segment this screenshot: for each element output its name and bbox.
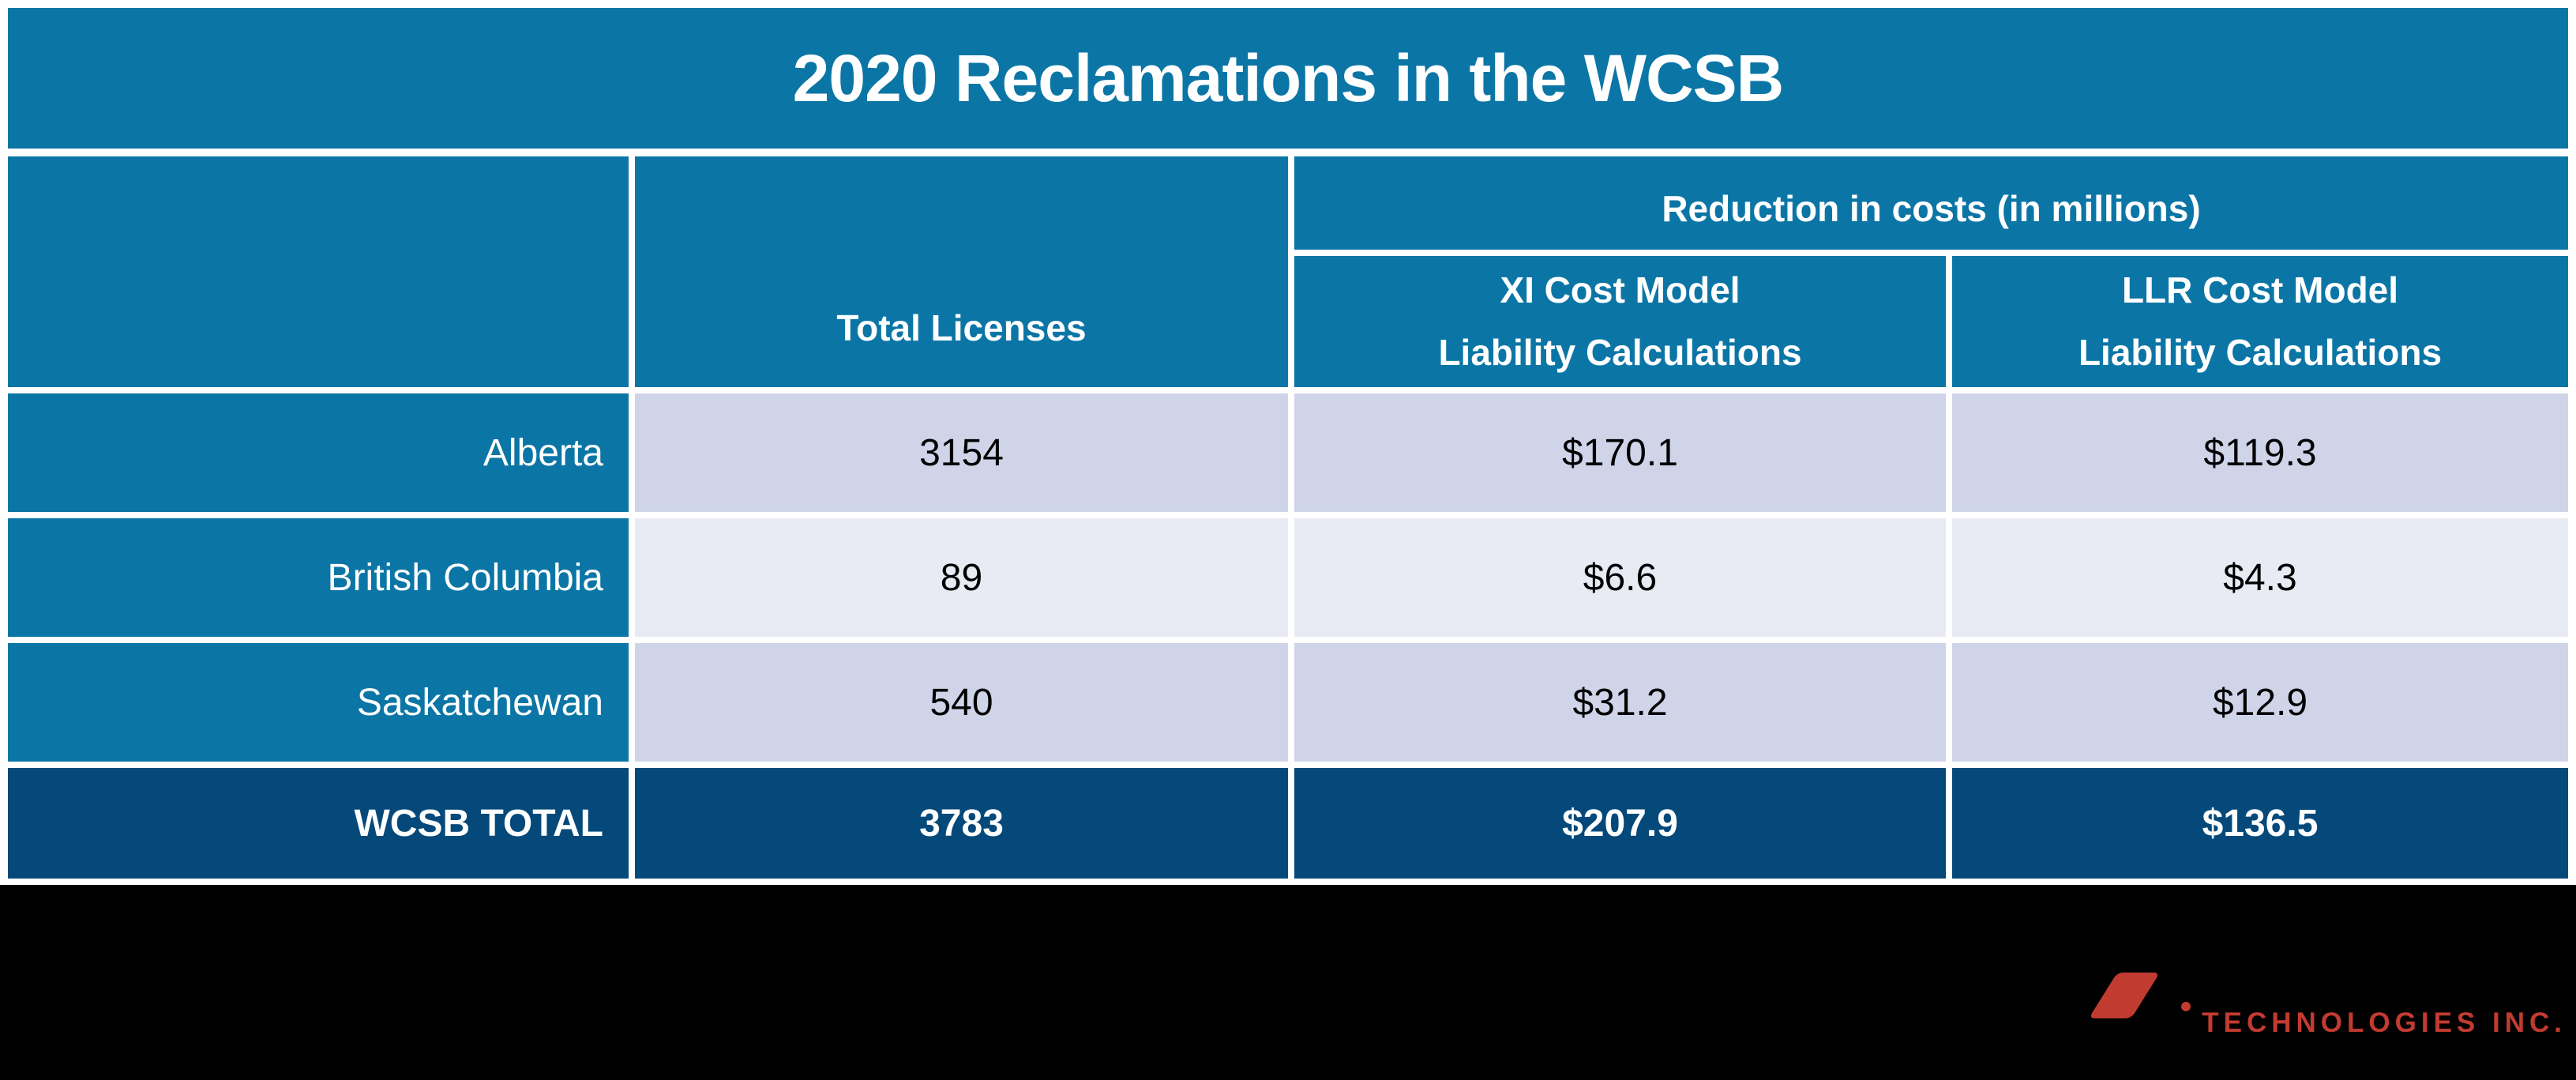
- cell-alberta-llr: $119.3: [1952, 393, 2568, 512]
- column-header-llr-cost-model: LLR Cost Model Liability Calculations: [1952, 256, 2568, 387]
- cell-alberta-total-licenses: 3154: [635, 393, 1288, 512]
- cell-british-columbia-xi: $6.6: [1294, 518, 1946, 637]
- row-label-saskatchewan: Saskatchewan: [8, 643, 629, 762]
- logo-parallelogram-icon: [2088, 973, 2161, 1018]
- cell-saskatchewan-total-licenses: 540: [635, 643, 1288, 762]
- page-title: 2020 Reclamations in the WCSB: [792, 40, 1785, 115]
- column-group-header-reduction: Reduction in costs (in millions): [1294, 156, 2568, 250]
- xi-header-line1: XI Cost Model: [1500, 269, 1740, 310]
- xi-header-line2: Liability Calculations: [1438, 332, 1802, 373]
- column-header-xi-cost-model: XI Cost Model Liability Calculations: [1294, 256, 1946, 387]
- corner-blank-cell: [8, 156, 629, 387]
- data-table: Total Licenses Reduction in costs (in mi…: [8, 156, 2568, 879]
- cell-wcsb-total-total-licenses: 3783: [635, 768, 1288, 879]
- cell-saskatchewan-llr: $12.9: [1952, 643, 2568, 762]
- cell-saskatchewan-xi: $31.2: [1294, 643, 1946, 762]
- cell-british-columbia-llr: $4.3: [1952, 518, 2568, 637]
- cell-wcsb-total-xi: $207.9: [1294, 768, 1946, 879]
- cell-british-columbia-total-licenses: 89: [635, 518, 1288, 637]
- cell-alberta-xi: $170.1: [1294, 393, 1946, 512]
- llr-header-line2: Liability Calculations: [2078, 332, 2443, 373]
- footer-bar: TECHNOLOGIES INC.: [0, 885, 2576, 1080]
- llr-header-line1: LLR Cost Model: [2121, 269, 2399, 310]
- title-bar: 2020 Reclamations in the WCSB: [8, 8, 2568, 149]
- cell-wcsb-total-llr: $136.5: [1952, 768, 2568, 879]
- row-label-british-columbia: British Columbia: [8, 518, 629, 637]
- row-label-wcsb-total: WCSB TOTAL: [8, 768, 629, 879]
- logo-company-text: TECHNOLOGIES INC.: [2202, 1007, 2567, 1038]
- column-header-total-licenses: Total Licenses: [635, 156, 1288, 387]
- row-label-alberta: Alberta: [8, 393, 629, 512]
- logo-dot-icon: [2181, 1002, 2191, 1011]
